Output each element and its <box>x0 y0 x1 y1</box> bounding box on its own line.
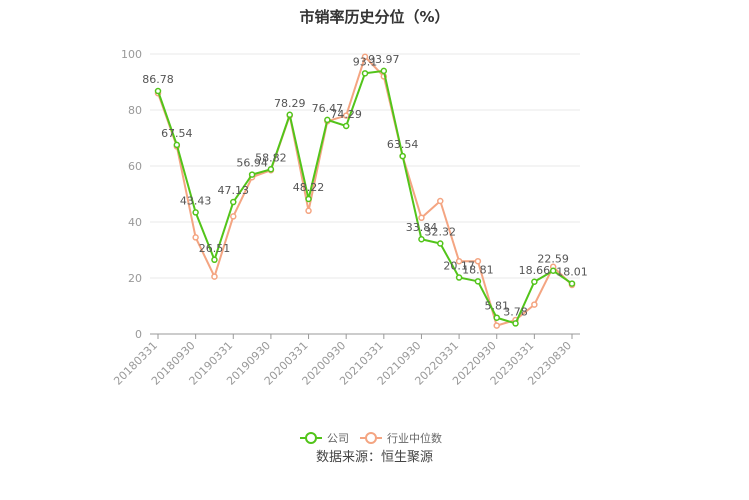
data-label: 58.82 <box>255 151 287 164</box>
y-tick-label: 0 <box>135 328 142 341</box>
industry-point <box>418 214 425 222</box>
y-tick-label: 100 <box>121 48 142 61</box>
series-company <box>154 67 576 327</box>
data-label: 63.54 <box>387 138 419 151</box>
legend-label: 行业中位数 <box>387 431 442 445</box>
data-label: 74.29 <box>330 108 362 121</box>
data-label: 78.29 <box>274 97 306 110</box>
data-label: 20.17 <box>443 260 475 273</box>
chart-title: 市销率历史分位（%） <box>299 8 450 26</box>
industry-point <box>493 322 500 329</box>
industry-point <box>531 301 538 308</box>
company-point <box>211 256 218 264</box>
legend-marker <box>365 432 377 444</box>
company-point <box>437 240 444 247</box>
data-label: 18.81 <box>462 263 494 276</box>
legend-industry: 行业中位数 <box>360 431 442 445</box>
y-axis-ticks: 0 20 40 60 80 100 <box>121 48 142 341</box>
company-point <box>248 171 256 178</box>
data-label: 18.66 <box>519 264 551 277</box>
industry-point <box>455 257 463 265</box>
data-label: 67.54 <box>161 127 193 140</box>
data-label: 5.81 <box>484 300 509 313</box>
data-label: 3.78 <box>503 305 528 318</box>
data-label: 86.78 <box>142 73 174 86</box>
company-point <box>361 70 369 77</box>
data-label: 47.13 <box>218 184 250 197</box>
company-point <box>324 116 331 124</box>
data-label: 93.97 <box>368 53 400 66</box>
company-point <box>512 320 519 327</box>
company-point <box>154 87 162 95</box>
data-label: 26.51 <box>199 242 231 255</box>
y-tick-label: 60 <box>128 160 142 173</box>
data-label: 33.84 <box>406 221 438 234</box>
company-point <box>286 111 293 119</box>
industry-point <box>437 197 444 205</box>
data-label: 76.47 <box>312 102 344 115</box>
industry-point <box>342 112 350 119</box>
legend-company: 公司 <box>300 432 349 445</box>
legend-marker <box>305 432 317 444</box>
industry-point <box>211 273 218 280</box>
industry-point <box>474 257 482 265</box>
company-point <box>418 235 425 243</box>
data-source: 数据来源：恒生聚源 <box>315 450 433 465</box>
company-point <box>230 198 237 206</box>
industry-point <box>230 213 237 220</box>
data-label: 93.1 <box>353 55 378 68</box>
data-label: 56.94 <box>236 157 268 170</box>
y-tick-label: 20 <box>128 272 142 285</box>
company-point <box>192 209 199 216</box>
company-point <box>267 166 275 173</box>
company-line <box>157 69 573 325</box>
company-point <box>493 314 500 321</box>
company-point <box>380 67 388 75</box>
y-tick-label: 80 <box>128 104 142 117</box>
y-tick-label: 40 <box>128 216 142 229</box>
company-point <box>455 274 463 281</box>
company-point <box>399 152 406 160</box>
company-point <box>305 195 312 203</box>
data-label: 32.32 <box>425 226 457 239</box>
company-point <box>173 141 181 149</box>
company-point <box>342 122 350 130</box>
industry-point <box>361 53 369 61</box>
industry-point <box>192 234 199 241</box>
industry-point <box>305 207 312 215</box>
company-point <box>549 267 557 274</box>
data-label: 18.01 <box>556 266 588 279</box>
legend: 公司 行业中位数 <box>300 431 442 445</box>
x-axis-ticks: 2018033120180930201903312019093020200331… <box>111 334 574 388</box>
legend-label: 公司 <box>327 432 349 445</box>
data-label: 48.22 <box>293 181 325 194</box>
company-point <box>531 278 538 286</box>
company-point <box>568 280 576 287</box>
company-point <box>474 278 482 285</box>
data-label: 43.43 <box>180 194 212 207</box>
data-label: 22.59 <box>537 253 569 266</box>
